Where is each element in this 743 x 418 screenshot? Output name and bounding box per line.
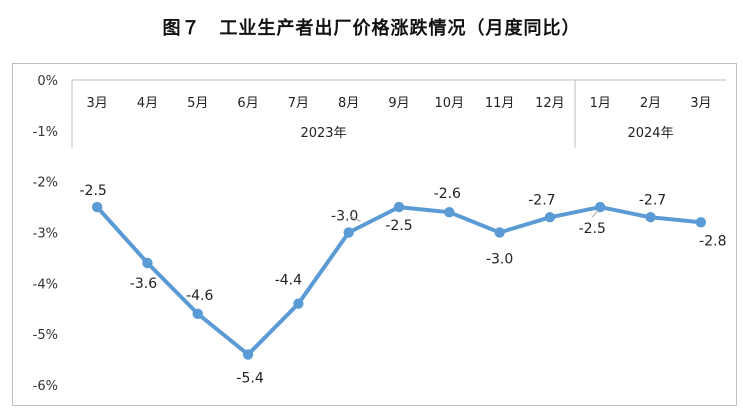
x-tick-label: 7月: [288, 96, 309, 111]
data-point-marker: [494, 227, 505, 238]
data-label: -3.0: [331, 209, 358, 225]
x-tick-label: 10月: [435, 96, 465, 111]
data-point-marker: [242, 349, 254, 360]
label-leader-line: [591, 209, 599, 218]
data-point-marker: [393, 201, 405, 213]
y-tick-label: -1%: [33, 125, 58, 140]
data-label: -2.6: [434, 186, 461, 202]
data-label: -4.6: [186, 288, 213, 304]
data-point-marker: [142, 257, 153, 269]
data-label: -4.4: [275, 273, 302, 289]
data-label: -2.5: [79, 183, 106, 199]
x-tick-label: 1月: [590, 96, 611, 111]
data-point-marker: [544, 212, 556, 223]
x-tick-label: 3月: [690, 96, 711, 111]
data-point-marker: [645, 212, 656, 223]
x-tick-label: 4月: [137, 96, 158, 111]
data-label: -2.5: [385, 218, 412, 234]
data-point-marker: [444, 206, 455, 218]
data-label: -2.5: [579, 221, 606, 237]
y-tick-label: 0%: [37, 74, 58, 89]
x-tick-label: 12月: [535, 96, 565, 111]
x-tick-label: 8月: [338, 96, 359, 111]
data-point-marker: [695, 217, 707, 228]
chart-frame: [12, 63, 737, 406]
x-tick-label: 3月: [87, 96, 108, 111]
y-tick-label: -4%: [33, 277, 58, 292]
year-group-label: 2024年: [627, 126, 673, 141]
data-point-marker: [293, 298, 304, 309]
data-label: -2.7: [639, 192, 666, 208]
data-label: -3.6: [130, 276, 157, 292]
series-layer: [91, 201, 707, 360]
chart-title: 图７ 工业生产者出厂价格涨跌情况（月度同比）: [162, 18, 581, 39]
data-label: -2.8: [699, 233, 726, 249]
x-tick-label: 9月: [388, 96, 409, 111]
data-label: -2.7: [528, 192, 555, 208]
axes: 0% -1% -2% -3% -4% -5% -6% 3月 4月 5月 6月 7月 8月 9月 10月 11月…: [33, 74, 726, 394]
data-point-marker: [192, 308, 203, 320]
data-point-marker: [91, 201, 103, 213]
y-tick-label: -5%: [33, 328, 58, 343]
y-tick-label: -2%: [33, 176, 58, 191]
x-tick-label: 6月: [237, 96, 258, 111]
data-point-marker: [343, 227, 354, 238]
x-tick-label: 2月: [640, 96, 661, 111]
year-group-label: 2023年: [300, 126, 346, 141]
data-label: -3.0: [486, 252, 513, 268]
label-leader-line: [350, 216, 361, 222]
data-point-marker: [595, 201, 606, 213]
x-tick-label: 5月: [187, 96, 208, 111]
data-labels: -2.5 -3.6 -4.6 -5.4 -4.4 -3.0 -2.5 -2.6 -3.0 -2.7…: [79, 183, 726, 386]
y-tick-label: -3%: [33, 227, 58, 242]
y-tick-label: -6%: [33, 379, 58, 394]
x-tick-label: 11月: [485, 96, 515, 111]
data-label: -5.4: [236, 371, 263, 387]
